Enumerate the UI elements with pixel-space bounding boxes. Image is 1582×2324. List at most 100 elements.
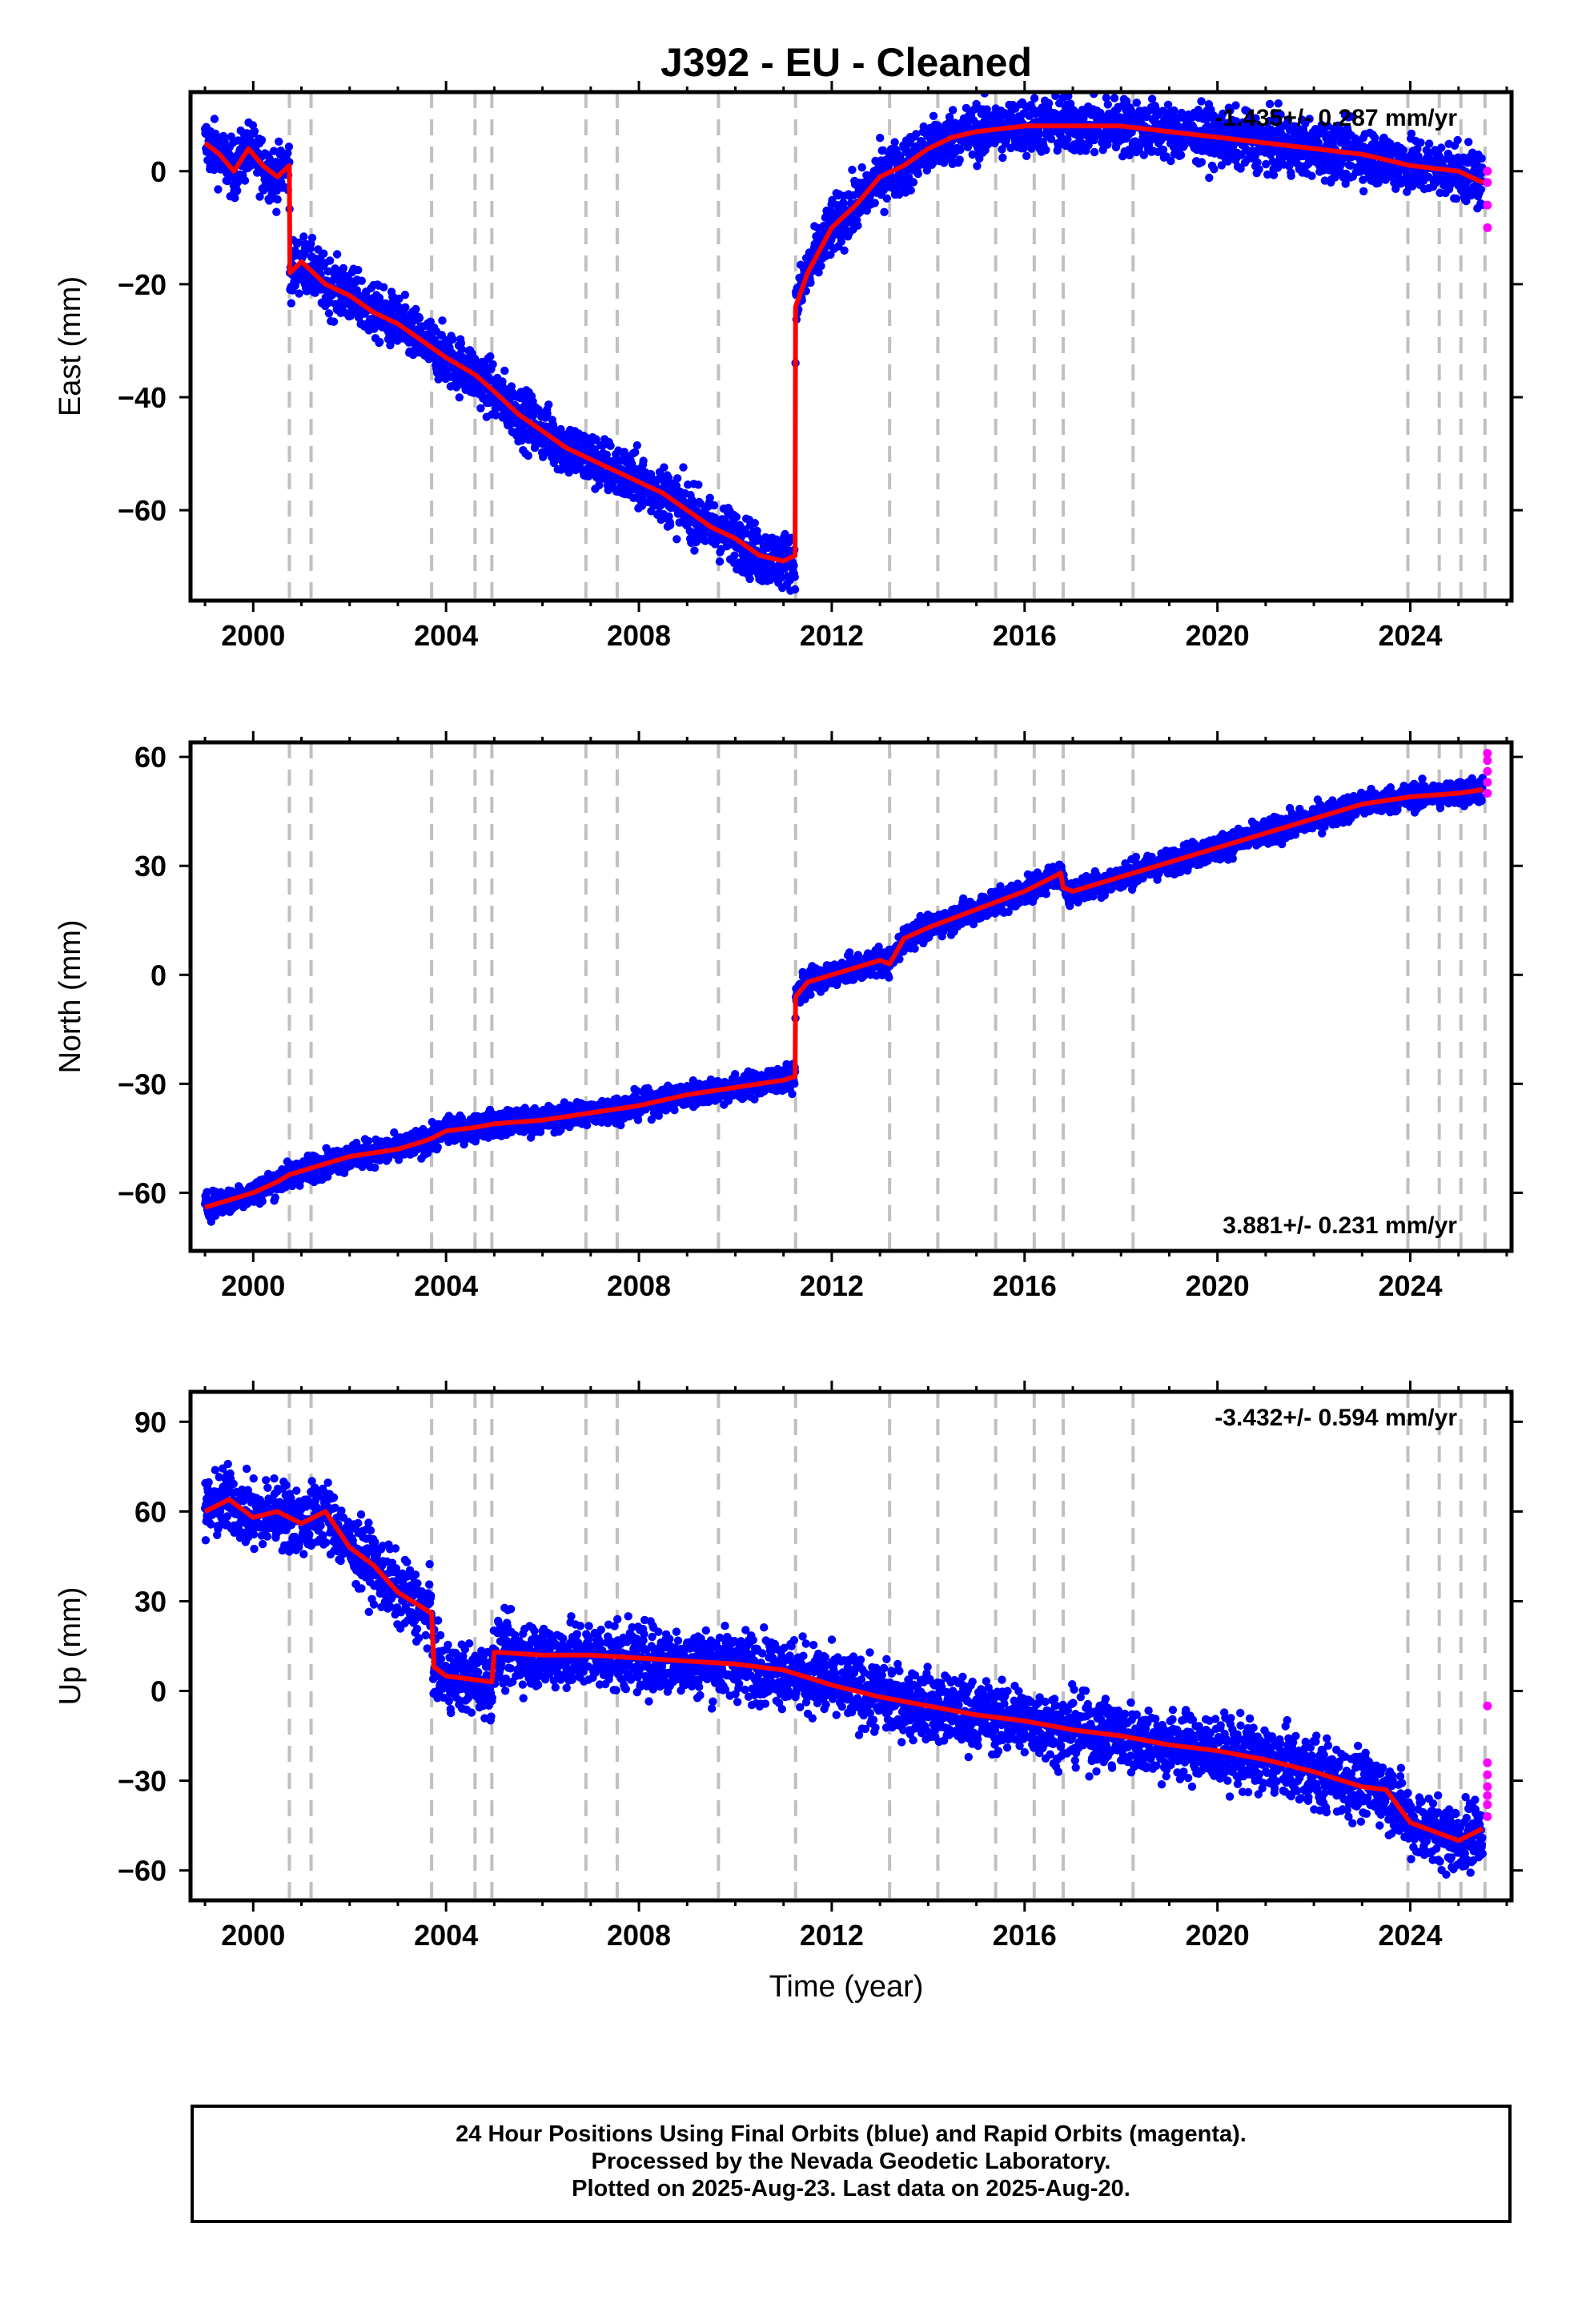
final-orbit-point — [295, 289, 303, 298]
final-orbit-point — [750, 519, 759, 528]
final-orbit-point — [1103, 140, 1112, 149]
final-orbit-point — [211, 129, 220, 139]
final-orbit-point — [956, 145, 965, 155]
final-orbit-point — [853, 221, 862, 230]
final-orbit-point — [285, 158, 294, 167]
final-orbit-point — [939, 159, 949, 167]
final-orbit-point — [913, 169, 922, 179]
final-orbit-point — [401, 303, 410, 312]
final-orbit-point — [1147, 94, 1157, 103]
x-tick-label: 2012 — [800, 619, 864, 652]
final-orbit-point — [732, 513, 741, 521]
final-orbit-points — [200, 92, 1488, 595]
rapid-orbit-point — [1483, 167, 1492, 176]
chart-title: J392 - EU - Cleaned — [661, 40, 1032, 85]
final-orbit-point — [1122, 97, 1131, 106]
final-orbit-point — [894, 190, 904, 199]
final-orbit-point — [806, 278, 815, 287]
rapid-orbit-point — [1483, 223, 1492, 232]
final-orbit-point — [1166, 156, 1175, 166]
final-orbit-point — [1210, 165, 1219, 174]
final-orbit-point — [1416, 138, 1425, 147]
final-orbit-point — [673, 474, 682, 483]
final-orbit-point — [375, 337, 384, 347]
final-orbit-point — [1374, 179, 1383, 187]
final-orbit-point — [433, 1143, 442, 1152]
final-orbit-point — [631, 448, 640, 456]
final-orbit-point — [828, 195, 837, 205]
final-orbit-point — [592, 435, 600, 444]
final-orbit-point — [323, 267, 333, 275]
final-orbit-point — [1205, 173, 1214, 183]
final-orbit-point — [882, 194, 892, 203]
final-orbit-point — [660, 463, 669, 472]
final-orbit-point — [1030, 94, 1039, 103]
final-orbit-point — [922, 166, 932, 175]
final-orbit-point — [982, 105, 991, 114]
final-orbit-point — [1476, 185, 1486, 194]
final-orbit-point — [231, 194, 239, 203]
final-orbit-point — [319, 249, 328, 258]
x-tick-label: 2004 — [414, 619, 478, 652]
x-tick-label: 2024 — [1378, 619, 1442, 652]
panel-east: 2000 2004 2008 2012 2016 2020 20240−20−40−60Ea… — [54, 81, 1523, 652]
final-orbit-point — [272, 207, 281, 216]
final-orbit-point — [492, 411, 500, 420]
final-orbit-point — [1197, 97, 1206, 106]
final-orbit-point — [295, 238, 303, 247]
final-orbit-point — [1063, 135, 1072, 143]
y-axis-label: East (mm) — [54, 276, 87, 416]
final-orbit-point — [694, 480, 703, 489]
final-orbit-point — [329, 317, 339, 326]
final-orbit-point — [665, 521, 675, 529]
final-orbit-point — [730, 551, 739, 560]
final-orbit-point — [1424, 139, 1434, 148]
final-orbit-point — [363, 1136, 373, 1146]
final-orbit-point — [1035, 129, 1044, 139]
final-orbit-point — [455, 393, 464, 402]
rapid-orbit-point — [1483, 200, 1492, 210]
final-orbit-point — [1408, 182, 1417, 191]
final-orbit-point — [1158, 145, 1168, 155]
final-orbit-point — [606, 441, 615, 450]
final-orbit-point — [258, 1196, 267, 1206]
final-orbit-point — [456, 339, 466, 348]
final-orbit-point — [982, 111, 992, 120]
y-tick-label: −60 — [118, 494, 167, 527]
final-orbit-point — [564, 468, 573, 477]
final-orbit-point — [544, 400, 553, 409]
panels: 2000 2004 2008 2012 2016 2020 20240−20−40−60Ea… — [54, 81, 1523, 1952]
final-orbit-point — [1110, 94, 1119, 103]
final-orbit-point — [701, 537, 710, 545]
final-orbit-point — [840, 246, 849, 255]
y-tick-label: 0 — [151, 155, 167, 188]
final-orbit-point — [325, 256, 335, 265]
final-orbit-point — [524, 451, 532, 460]
final-orbit-point — [271, 1193, 279, 1202]
final-orbit-point — [1084, 141, 1093, 150]
final-orbit-point — [415, 314, 424, 323]
final-orbit-point — [1219, 109, 1227, 118]
final-orbit-point — [639, 456, 648, 465]
final-orbit-point — [705, 493, 714, 502]
final-orbit-point — [919, 122, 928, 131]
final-orbit-point — [426, 317, 435, 326]
final-orbit-point — [929, 111, 938, 120]
final-orbit-point — [412, 304, 420, 314]
final-orbit-point — [878, 146, 888, 155]
final-orbit-point — [438, 316, 447, 325]
final-orbit-point — [837, 237, 846, 246]
final-orbit-point — [240, 176, 250, 185]
final-orbit-point — [1464, 138, 1473, 147]
final-orbit-point — [1437, 143, 1446, 152]
final-orbit-point — [1170, 106, 1178, 115]
final-orbit-point — [790, 573, 799, 581]
x-tick-label: 2008 — [607, 619, 671, 652]
final-orbit-point — [371, 1163, 379, 1172]
final-orbit-point — [400, 291, 410, 300]
final-orbit-point — [299, 232, 308, 241]
final-orbit-point — [1046, 135, 1056, 143]
final-orbit-point — [375, 293, 384, 302]
final-orbit-point — [948, 106, 958, 115]
final-orbit-point — [357, 276, 366, 285]
